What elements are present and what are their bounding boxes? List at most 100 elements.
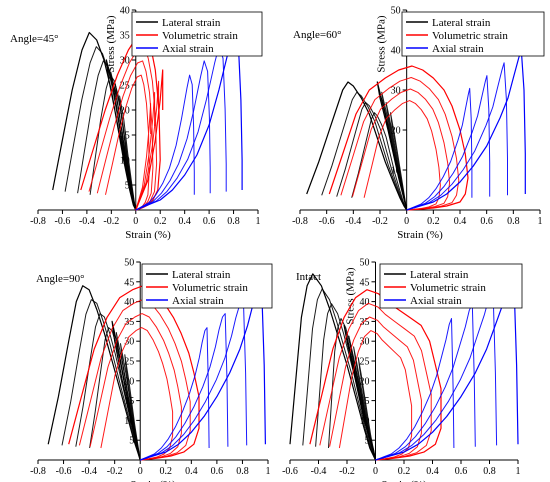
panel-label: Angle=45° — [10, 33, 59, 45]
y-tick-label: 45 — [360, 277, 370, 288]
y-tick-label: 40 — [120, 6, 130, 17]
y-axis-label: Stress (MPa) — [105, 15, 117, 72]
x-tick-label: -0.4 — [79, 216, 95, 227]
x-tick-label: 0.6 — [211, 466, 224, 477]
series-loop — [89, 313, 182, 461]
x-tick-label: -0.6 — [55, 216, 71, 227]
y-tick-label: 35 — [120, 31, 130, 42]
series-loop — [140, 313, 229, 461]
series-loop — [96, 60, 156, 211]
y-tick-label: 40 — [124, 297, 134, 308]
series-line-volumetric-strain — [309, 289, 442, 461]
x-tick-label: -0.8 — [292, 216, 308, 227]
y-tick-label: 25 — [360, 357, 370, 368]
panel-label: Angle=60° — [293, 29, 342, 41]
y-tick-label: 50 — [124, 258, 134, 269]
series-line-volumetric-strain — [68, 285, 200, 461]
series-line-axial-strain — [406, 49, 526, 211]
x-tick-label: 0 — [138, 466, 143, 477]
x-tick-label: 0.8 — [483, 466, 496, 477]
legend-entry: Volumetric strain — [162, 30, 238, 42]
series-line-lateral-strain — [47, 285, 141, 461]
y-axis-label: Stress (MPa) — [345, 267, 357, 324]
series-loop — [319, 302, 432, 461]
series-loop — [135, 46, 227, 211]
y-tick-label: 5 — [365, 436, 370, 447]
series-loop — [375, 303, 476, 461]
x-tick-label: -0.6 — [56, 466, 72, 477]
legend-entry: Axial strain — [432, 43, 484, 55]
x-axis-label: Strain (%) — [125, 229, 171, 241]
x-tick-label: 0.8 — [236, 466, 249, 477]
x-tick-label: 0.6 — [455, 466, 468, 477]
x-tick-label: 0.4 — [185, 466, 198, 477]
y-tick-label: 20 — [391, 126, 401, 137]
x-tick-label: -0.6 — [319, 216, 335, 227]
legend-entry: Lateral strain — [432, 17, 491, 29]
series-loop — [302, 288, 376, 461]
series-loop — [406, 75, 491, 211]
x-tick-label: 1 — [266, 466, 271, 477]
y-tick-label: 5 — [125, 181, 130, 192]
x-tick-label: 0.8 — [227, 216, 240, 227]
y-tick-label: 40 — [360, 297, 370, 308]
series-loop — [140, 327, 210, 461]
legend-entry: Lateral strain — [172, 269, 231, 281]
y-tick-label: 30 — [120, 56, 130, 67]
x-tick-label: 0.6 — [203, 216, 216, 227]
series-loop — [89, 327, 141, 461]
x-tick-label: 0 — [133, 216, 138, 227]
legend-entry: Volumetric strain — [432, 30, 508, 42]
x-tick-label: -0.2 — [372, 216, 388, 227]
legend-entry: Axial strain — [410, 295, 462, 307]
series-line-lateral-strain — [289, 273, 377, 461]
panel-label: Angle=90° — [36, 273, 85, 285]
y-tick-label: 40 — [391, 46, 401, 57]
x-axis-label: Strain (%) — [130, 479, 176, 482]
x-tick-label: 1 — [516, 466, 521, 477]
x-tick-label: 0.2 — [160, 466, 173, 477]
legend-entry: Volumetric strain — [410, 282, 486, 294]
legend-entry: Lateral strain — [410, 269, 469, 281]
y-tick-label: 35 — [360, 317, 370, 328]
series-loop — [338, 330, 413, 461]
y-tick-label: 45 — [124, 277, 134, 288]
series-loop — [375, 288, 498, 461]
x-tick-label: 0.6 — [480, 216, 493, 227]
series-loop — [100, 327, 174, 461]
x-tick-label: 0.8 — [507, 216, 520, 227]
x-tick-label: -0.6 — [282, 466, 298, 477]
x-tick-label: 0 — [404, 216, 409, 227]
series-loop — [340, 77, 460, 211]
series-loop — [135, 74, 195, 211]
x-tick-label: -0.8 — [30, 216, 46, 227]
x-tick-label: -0.4 — [81, 466, 97, 477]
series-line-axial-strain — [135, 31, 243, 211]
y-tick-label: 50 — [391, 6, 401, 17]
series-line-volumetric-strain — [328, 65, 469, 211]
x-tick-label: -0.2 — [103, 216, 119, 227]
x-tick-label: 1 — [538, 216, 543, 227]
x-tick-label: 0.4 — [426, 466, 439, 477]
series-line-volumetric-strain — [80, 31, 164, 211]
x-tick-label: -0.2 — [107, 466, 123, 477]
y-tick-label: 30 — [360, 337, 370, 348]
y-tick-label: 35 — [124, 317, 134, 328]
chart-panel-1: -0.8 -0.6 -0.4 -0.2 0 0.2 0.4 0.6 0.8 15101520253… — [10, 6, 263, 241]
series-loop — [75, 313, 141, 461]
series-loop — [135, 60, 211, 211]
panel-label: Intact — [296, 271, 321, 283]
x-tick-label: 1 — [256, 216, 261, 227]
series-loop — [329, 316, 422, 461]
legend-entry: Lateral strain — [162, 17, 221, 29]
series-loop — [89, 74, 137, 211]
y-tick-label: 30 — [124, 337, 134, 348]
chart-panel-2: -0.8 -0.6 -0.4 -0.2 0 0.2 0.4 0.6 0.8 1 10 20 30 40 50… — [292, 6, 545, 241]
series-loop — [328, 318, 376, 461]
series-loop — [105, 74, 152, 211]
x-tick-label: 0 — [373, 466, 378, 477]
